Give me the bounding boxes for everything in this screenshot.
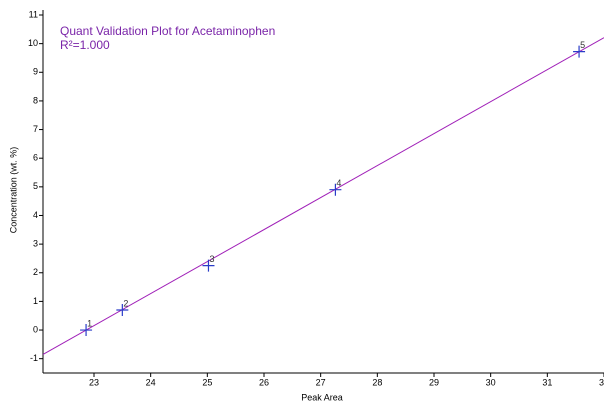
y-axis-label: Concentration (wt. %) [8, 147, 18, 234]
x-tick-label: 29 [429, 377, 439, 387]
y-tick-label: 7 [33, 124, 38, 134]
x-tick-label: 31 [542, 377, 552, 387]
y-tick-label: 1 [33, 296, 38, 306]
point-marker [202, 259, 215, 272]
x-tick-label: 28 [372, 377, 382, 387]
chart-subtitle: R²=1.000 [60, 38, 110, 52]
y-tick-label: -1 [30, 353, 38, 363]
point-marker [80, 324, 93, 337]
x-axis-label: Peak Area [301, 392, 343, 402]
chart-title: Quant Validation Plot for Acetaminophen [60, 24, 275, 38]
y-tick-label: 9 [33, 67, 38, 77]
x-tick-label: 30 [486, 377, 496, 387]
y-tick-label: 3 [33, 238, 38, 248]
y-tick-label: 11 [29, 9, 38, 19]
x-tick-label: 32 [599, 377, 604, 387]
y-tick-label: 0 [33, 324, 38, 334]
x-tick-label: 23 [89, 377, 99, 387]
point-label: 1 [87, 318, 92, 328]
x-tick-label: 24 [146, 377, 156, 387]
point-label: 3 [209, 254, 214, 264]
y-tick-label: 10 [28, 38, 38, 48]
x-tick-label: 27 [316, 377, 326, 387]
x-tick-label: 26 [259, 377, 269, 387]
point-label: 4 [336, 178, 341, 188]
point-marker [329, 183, 342, 196]
point-marker [116, 303, 129, 316]
y-tick-label: 2 [33, 267, 38, 277]
y-tick-label: 5 [33, 181, 38, 191]
point-label: 2 [123, 298, 128, 308]
point-marker [573, 45, 586, 58]
y-tick-label: 6 [33, 153, 38, 163]
point-label: 5 [580, 40, 585, 50]
fit-line [42, 37, 604, 355]
y-tick-label: 8 [33, 95, 38, 105]
y-tick-label: 4 [33, 210, 38, 220]
x-tick-label: 25 [202, 377, 212, 387]
